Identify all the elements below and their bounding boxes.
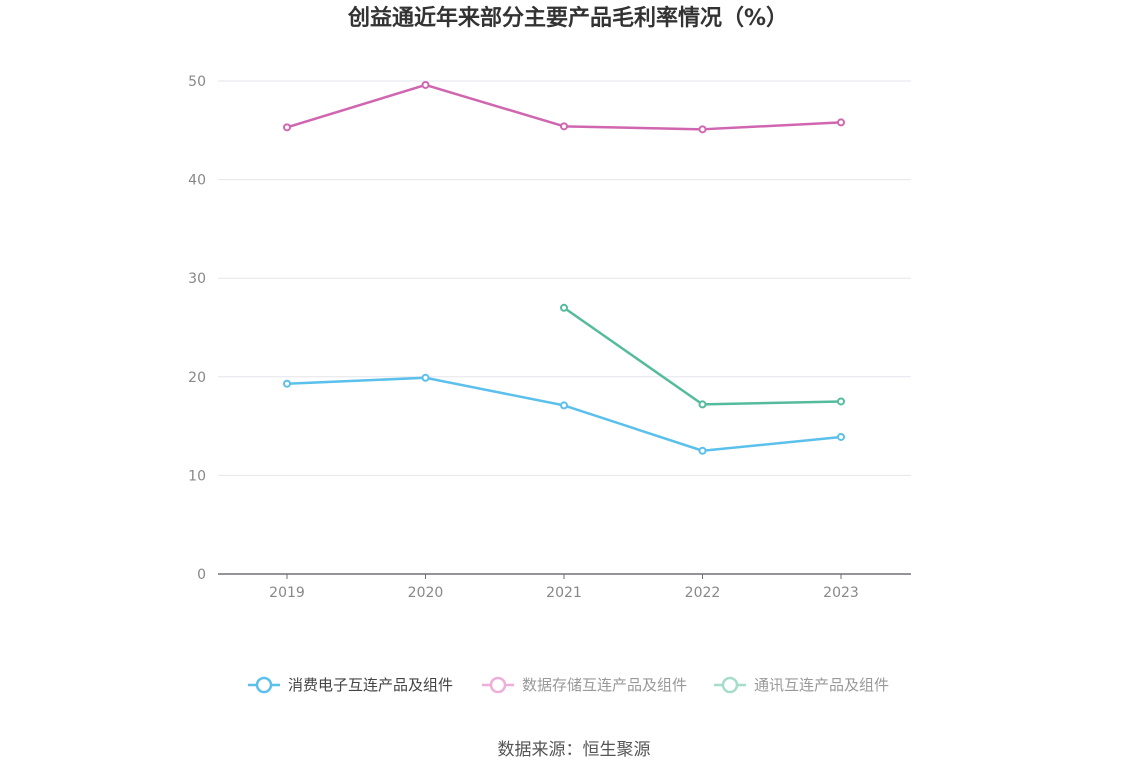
data-point[interactable] (283, 379, 291, 388)
grid (218, 80, 911, 476)
data-point[interactable] (283, 123, 291, 132)
y-tick-label: 30 (188, 271, 206, 287)
series-2 (560, 303, 845, 409)
x-tick-label: 2019 (269, 585, 305, 601)
y-tick-label: 50 (188, 74, 206, 90)
y-tick-label: 10 (188, 468, 206, 484)
legend[interactable]: 消费电子互连产品及组件 数据存储互连产品及组件 通讯互连产品及组件 (248, 676, 889, 694)
series-lines (283, 80, 845, 455)
data-source: 数据来源：恒生聚源 (498, 740, 651, 760)
x-tick-label: 2022 (685, 585, 721, 601)
data-point[interactable] (698, 446, 707, 455)
data-point[interactable] (560, 122, 568, 131)
data-point[interactable] (837, 118, 845, 127)
data-point[interactable] (698, 125, 707, 134)
series-line (286, 376, 842, 452)
chart-title: 创益通近年来部分主要产品毛利率情况（%） (347, 5, 788, 31)
series-1 (283, 80, 845, 134)
legend-label: 数据存储互连产品及组件 (522, 676, 687, 694)
series-0 (283, 373, 845, 455)
data-point[interactable] (421, 80, 430, 89)
data-point[interactable] (837, 397, 845, 406)
data-point[interactable] (560, 401, 568, 410)
legend-label: 消费电子互连产品及组件 (288, 676, 453, 694)
y-tick-label: 20 (188, 370, 206, 386)
y-tick-label: 40 (188, 173, 206, 189)
legend-label: 通讯互连产品及组件 (754, 676, 889, 694)
legend-marker (255, 676, 273, 694)
data-point[interactable] (837, 432, 845, 441)
data-point[interactable] (421, 373, 430, 382)
legend-marker (489, 676, 507, 694)
x-tick-label: 2020 (408, 585, 444, 601)
legend-item-0[interactable]: 消费电子互连产品及组件 (248, 676, 453, 694)
series-line (563, 306, 842, 406)
axes: 0 10 20 30 40 50 2019 2020 2021 2022 2023 (188, 74, 911, 601)
data-point[interactable] (698, 400, 707, 409)
y-tick-label: 0 (197, 567, 206, 583)
x-tick-label: 2023 (823, 585, 859, 601)
legend-marker (721, 676, 739, 694)
legend-item-2[interactable]: 通讯互连产品及组件 (714, 676, 889, 694)
x-tick-label: 2021 (546, 585, 582, 601)
data-point[interactable] (560, 303, 568, 312)
legend-item-1[interactable]: 数据存储互连产品及组件 (482, 676, 687, 694)
